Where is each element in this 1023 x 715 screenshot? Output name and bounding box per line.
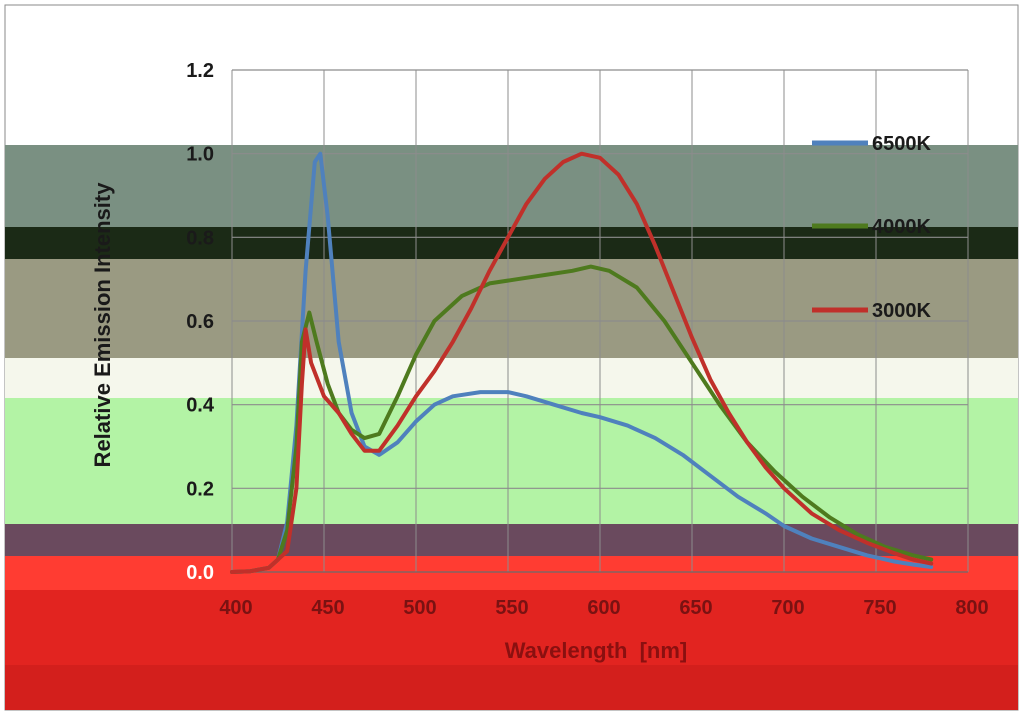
band-red-light bbox=[5, 556, 1018, 590]
band-light-green bbox=[5, 398, 1018, 524]
x-tick-label-5: 650 bbox=[679, 597, 712, 619]
band-red-dark bbox=[5, 665, 1018, 710]
legend-label-4000k: 4000K bbox=[872, 216, 931, 238]
x-tick-label-8: 800 bbox=[955, 597, 988, 619]
y-tick-labels: 0.0 0.2 0.4 0.6 0.8 1.0 1.2 bbox=[186, 60, 215, 584]
series-line-4000k bbox=[230, 264, 934, 574]
x-tick-label-6: 700 bbox=[771, 597, 804, 619]
y-tick-label-3: 0.6 bbox=[186, 311, 214, 333]
x-tick-label-1: 450 bbox=[311, 597, 344, 619]
x-axis-title: Wavelength [nm] bbox=[505, 638, 688, 663]
legend-label-3000k: 3000K bbox=[872, 300, 931, 322]
y-tick-label-4: 0.8 bbox=[186, 227, 214, 249]
x-tick-label-7: 750 bbox=[863, 597, 896, 619]
series-line-3000k bbox=[230, 151, 934, 574]
x-tick-label-3: 550 bbox=[495, 597, 528, 619]
y-tick-label-1: 0.2 bbox=[186, 478, 214, 500]
legend-label-6500k: 6500K bbox=[872, 133, 931, 155]
y-tick-label-5: 1.0 bbox=[186, 144, 214, 166]
y-tick-label-2: 0.4 bbox=[186, 395, 215, 417]
series-line-6500k bbox=[230, 151, 934, 574]
y-tick-label-6: 1.2 bbox=[186, 60, 214, 82]
y-tick-label-0: 0.0 bbox=[186, 562, 214, 584]
x-tick-label-4: 600 bbox=[587, 597, 620, 619]
band-gray bbox=[5, 145, 1018, 227]
x-tick-labels: 400 450 500 550 600 650 700 750 800 bbox=[219, 597, 988, 619]
series-layer bbox=[230, 151, 934, 574]
x-tick-label-0: 400 bbox=[219, 597, 252, 619]
y-axis-title: Relative Emission Intensity bbox=[90, 182, 115, 468]
legend: 6500K 4000K 3000K bbox=[812, 133, 931, 322]
x-tick-label-2: 500 bbox=[403, 597, 436, 619]
